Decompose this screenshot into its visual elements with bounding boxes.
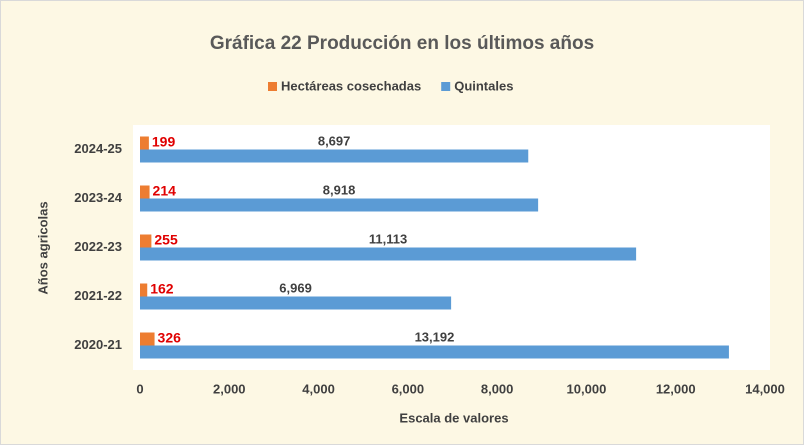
- x-axis-title: Escala de valores: [399, 410, 508, 425]
- legend-label: Hectáreas cosechadas: [281, 78, 421, 93]
- x-tick-label: 12,000: [656, 381, 696, 396]
- legend-swatch: [441, 82, 451, 91]
- y-tick-label: 2024-25: [74, 141, 122, 156]
- bar: [140, 198, 539, 212]
- data-label: 162: [150, 281, 174, 297]
- x-tick-label: 8,000: [481, 381, 514, 396]
- y-axis-title: Años agricolas: [35, 201, 50, 294]
- data-label: 13,192: [415, 329, 455, 344]
- data-label: 11,113: [369, 231, 407, 246]
- bar: [140, 136, 149, 150]
- data-label: 214: [153, 183, 177, 199]
- x-tick-label: 2,000: [213, 381, 246, 396]
- x-tick-label: 10,000: [567, 381, 607, 396]
- bar: [140, 234, 152, 248]
- bar: [140, 296, 452, 310]
- data-label: 255: [154, 232, 178, 248]
- y-tick-label: 2023-24: [74, 190, 122, 205]
- data-label: 199: [152, 134, 176, 150]
- data-label: 8,918: [323, 182, 356, 197]
- y-tick-label: 2020-21: [74, 337, 122, 352]
- bar: [140, 283, 148, 297]
- bar: [140, 149, 529, 163]
- legend-swatch: [268, 82, 277, 91]
- bar: [140, 185, 150, 199]
- y-tick-label: 2021-22: [74, 288, 122, 303]
- chart-title: Gráfica 22 Producción en los últimos año…: [210, 33, 594, 54]
- data-label: 8,697: [318, 133, 351, 148]
- bar: [140, 345, 729, 359]
- x-tick-label: 0: [136, 381, 143, 396]
- data-label: 326: [158, 330, 182, 346]
- bar: [140, 332, 155, 346]
- x-tick-label: 14,000: [745, 381, 785, 396]
- y-tick-label: 2022-23: [74, 239, 122, 254]
- x-tick-label: 4,000: [302, 381, 335, 396]
- legend-label: Quintales: [454, 78, 513, 93]
- bar: [140, 247, 637, 261]
- data-label: 6,969: [279, 280, 312, 295]
- x-tick-label: 6,000: [392, 381, 425, 396]
